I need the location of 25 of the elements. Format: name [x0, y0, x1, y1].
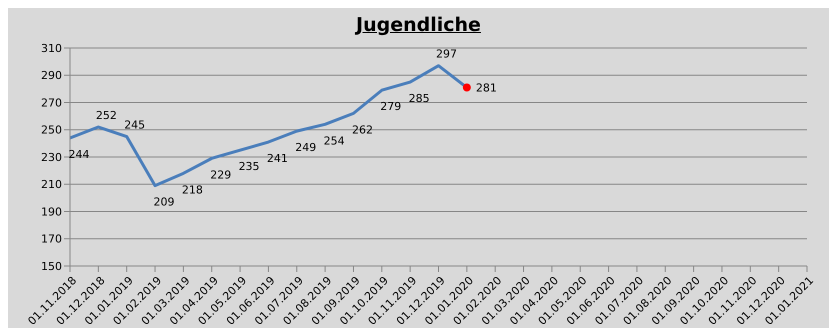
data-label: 218 [182, 183, 203, 196]
data-label: 297 [436, 48, 457, 61]
y-tick-label: 190 [41, 205, 62, 218]
data-label: 279 [380, 100, 402, 114]
data-label: 254 [324, 134, 345, 148]
data-label: 281 [476, 82, 497, 95]
data-label: 262 [352, 123, 373, 136]
data-label: 235 [238, 160, 260, 174]
y-tick-label: 270 [41, 96, 62, 110]
data-label: 244 [68, 148, 90, 161]
y-tick-label: 150 [41, 260, 62, 273]
y-tick-label: 310 [41, 42, 62, 55]
y-tick-label: 290 [41, 69, 62, 82]
data-label: 285 [408, 92, 430, 106]
chart-title: Jugendliche [354, 13, 482, 38]
y-tick-label: 230 [41, 150, 62, 164]
data-label: 209 [154, 196, 175, 209]
y-tick-label: 250 [41, 124, 62, 137]
data-label: 229 [210, 168, 232, 182]
data-label: 252 [96, 109, 117, 122]
data-label: 249 [295, 141, 316, 154]
data-label: 241 [266, 152, 288, 166]
y-tick-label: 210 [41, 178, 62, 192]
y-tick-label: 170 [41, 232, 62, 246]
data-label: 245 [124, 118, 146, 132]
